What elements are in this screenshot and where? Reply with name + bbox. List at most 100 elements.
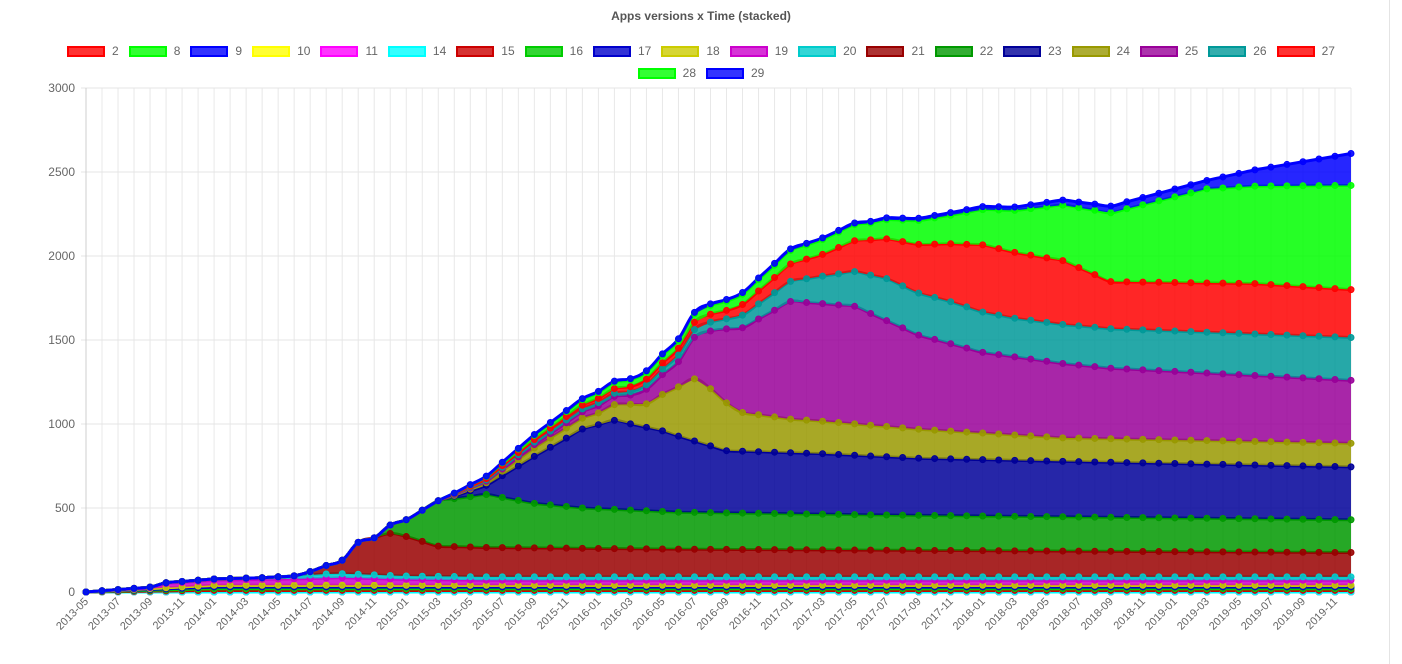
data-point (1059, 257, 1067, 265)
data-point (755, 274, 763, 282)
legend-item[interactable]: 8 (128, 44, 180, 58)
data-point (867, 511, 875, 519)
legend-item[interactable]: 21 (866, 44, 925, 58)
data-point (482, 573, 490, 581)
data-point (803, 299, 811, 307)
data-point (867, 310, 875, 318)
data-point (1091, 513, 1099, 521)
data-point (1123, 513, 1131, 521)
data-point (498, 494, 506, 501)
x-tick-label: 2016-09 (695, 596, 732, 633)
data-point (1219, 279, 1227, 287)
legend-item[interactable]: 26 (1208, 44, 1267, 58)
data-point (1331, 182, 1339, 190)
legend-item[interactable]: 16 (524, 44, 583, 58)
data-point (739, 311, 747, 319)
data-point (739, 545, 747, 553)
data-point (1219, 573, 1227, 581)
data-point (1299, 182, 1307, 190)
legend-item[interactable]: 17 (593, 44, 651, 58)
data-point (1267, 372, 1275, 380)
legend-item[interactable]: 23 (1003, 44, 1062, 58)
legend-item[interactable]: 25 (1139, 44, 1198, 58)
data-point (995, 351, 1003, 359)
data-point (1187, 279, 1195, 287)
data-point (642, 375, 650, 383)
data-point (755, 315, 763, 323)
data-point (1011, 314, 1019, 322)
data-point (1187, 181, 1195, 189)
data-point (690, 437, 698, 445)
legend-item[interactable]: 29 (706, 66, 764, 80)
legend-item[interactable]: 2 (67, 44, 119, 58)
data-point (482, 543, 490, 551)
legend-item[interactable]: 18 (661, 44, 720, 58)
data-point (787, 510, 795, 518)
data-point (146, 583, 154, 591)
data-point (979, 456, 987, 464)
legend-item[interactable]: 24 (1071, 44, 1130, 58)
x-tick-label: 2018-03 (983, 596, 1020, 633)
data-point (1299, 515, 1307, 523)
data-point (1123, 198, 1131, 206)
data-point (995, 547, 1003, 555)
data-point (835, 546, 843, 554)
data-point (851, 451, 859, 459)
x-tick-label: 2016-03 (599, 596, 636, 633)
legend-label: 17 (638, 44, 652, 58)
data-point (1123, 278, 1131, 286)
data-point (867, 546, 875, 554)
legend-item[interactable]: 27 (1276, 44, 1335, 58)
legend-label: 23 (1048, 44, 1062, 58)
legend-item[interactable]: 22 (934, 44, 993, 58)
data-point (723, 447, 731, 455)
data-point (883, 317, 891, 325)
data-point (947, 240, 955, 248)
data-point (1283, 548, 1291, 556)
legend-item[interactable]: 15 (456, 44, 515, 58)
data-point (194, 576, 202, 584)
data-point (867, 421, 875, 429)
legend-item[interactable]: 14 (387, 44, 446, 58)
data-point (1315, 155, 1323, 163)
data-point (674, 351, 682, 359)
data-point (514, 496, 522, 504)
legend-item[interactable]: 10 (252, 44, 310, 58)
series-area (86, 494, 1351, 592)
legend-item[interactable]: 11 (320, 44, 378, 58)
data-point (1267, 438, 1275, 446)
data-point (530, 573, 538, 581)
legend-label: 21 (911, 44, 925, 58)
data-point (1299, 548, 1307, 556)
y-tick-label: 1500 (48, 333, 75, 347)
data-point (835, 301, 843, 309)
data-point (1187, 573, 1195, 581)
data-point (1171, 548, 1179, 556)
legend-item[interactable]: 28 (637, 66, 696, 80)
legend-item[interactable]: 20 (798, 44, 856, 58)
x-tick-label: 2014-01 (182, 596, 219, 633)
data-point (594, 409, 602, 417)
data-point (658, 365, 666, 373)
data-point (1187, 436, 1195, 444)
data-point (562, 434, 570, 442)
data-point (1171, 327, 1179, 335)
data-point (995, 573, 1003, 581)
data-point (1091, 363, 1099, 371)
data-point (1219, 173, 1227, 181)
data-point (658, 350, 666, 358)
data-point (1315, 439, 1323, 447)
data-point (947, 512, 955, 520)
data-point (1347, 181, 1355, 189)
data-point (915, 214, 923, 222)
y-tick-label: 2500 (48, 165, 75, 179)
data-point (1315, 548, 1323, 556)
legend-item[interactable]: 19 (729, 44, 788, 58)
data-point (1139, 278, 1147, 286)
data-point (723, 315, 731, 323)
legend-item[interactable]: 9 (190, 44, 242, 58)
data-point (642, 367, 650, 375)
y-tick-label: 2000 (48, 249, 75, 263)
data-point (1203, 437, 1211, 445)
data-point (642, 573, 650, 581)
